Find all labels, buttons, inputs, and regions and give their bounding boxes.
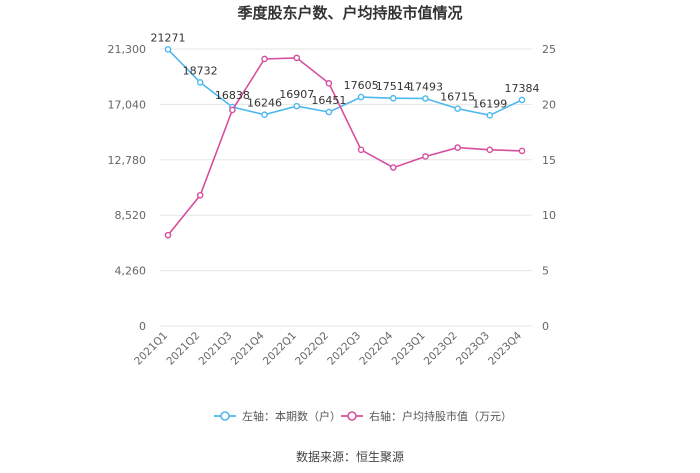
x-axis-tick-label: 2021Q2 [164, 330, 202, 368]
x-axis-tick-label: 2021Q3 [197, 330, 235, 368]
series-2-point[interactable] [486, 146, 494, 154]
data-label: 16246 [247, 97, 282, 110]
left-axis-tick-label: 21,300 [108, 43, 147, 56]
data-label: 16907 [279, 88, 314, 101]
series-1-point[interactable] [518, 96, 526, 104]
x-axis-tick-label: 2022Q3 [325, 330, 363, 368]
x-axis-tick-label: 2022Q2 [293, 330, 331, 368]
left-axis-tick-label: 4,260 [115, 265, 147, 278]
legend-label-2[interactable]: 右轴：户均持股市值（万元） [369, 409, 512, 423]
legend-swatch-marker-1[interactable] [220, 411, 230, 421]
series-1-point[interactable] [357, 93, 365, 101]
series-2-point[interactable] [261, 55, 268, 63]
left-axis-tick-label: 17,040 [108, 98, 147, 111]
data-label: 18732 [183, 64, 218, 77]
data-label: 17493 [408, 81, 443, 94]
right-axis-tick-label: 5 [542, 265, 549, 278]
chart-title: 季度股东户数、户均持股市值情况 [237, 4, 462, 22]
axes: 0 0 4,260 5 8,520 10 12,780 15 17,040 20 21,300 25 2… [108, 43, 557, 368]
series-2-point[interactable] [229, 106, 236, 114]
source-note: 数据来源：恒生聚源 [296, 449, 404, 464]
x-axis-tick-label: 2023Q1 [390, 330, 428, 368]
x-axis-tick-label: 2022Q4 [357, 329, 395, 367]
series-1-point[interactable] [422, 95, 429, 102]
right-axis-tick-label: 15 [542, 154, 556, 167]
left-axis-tick-label: 12,780 [108, 154, 147, 167]
series-1-point[interactable] [261, 111, 268, 119]
legend-label-1[interactable]: 左轴：本期数（户） [242, 409, 341, 423]
series-1-point[interactable] [389, 94, 397, 102]
left-axis-tick-label: 8,520 [115, 209, 147, 222]
series-2-point[interactable] [518, 147, 526, 155]
x-axis-tick-label: 2021Q1 [132, 330, 170, 368]
x-axis-tick-label: 2023Q4 [486, 329, 524, 367]
x-axis-tick-label: 2021Q4 [229, 329, 267, 367]
series-1-point[interactable] [293, 102, 301, 110]
data-label: 21271 [151, 31, 186, 44]
right-axis-tick-label: 0 [542, 320, 549, 333]
series-1-point[interactable] [454, 105, 461, 112]
series-2-point[interactable] [389, 164, 397, 171]
series-line-2 [167, 57, 523, 236]
data-label: 16838 [215, 89, 250, 102]
legend-swatch-marker-2[interactable] [347, 411, 357, 421]
series-2-point[interactable] [196, 191, 204, 199]
series-layer [164, 46, 526, 239]
series-2-point[interactable] [325, 80, 333, 87]
series-2-point[interactable] [357, 146, 365, 154]
right-axis-tick-label: 25 [542, 43, 556, 56]
x-axis-tick-label: 2023Q3 [454, 330, 492, 368]
data-label: 16199 [472, 97, 507, 110]
series-1-point[interactable] [325, 108, 333, 116]
series-1-point[interactable] [486, 112, 494, 119]
right-axis-tick-label: 20 [542, 98, 556, 111]
data-label: 17605 [344, 79, 379, 92]
x-axis-tick-label: 2023Q2 [422, 330, 460, 368]
data-label: 16451 [311, 94, 346, 107]
series-2-point[interactable] [293, 54, 301, 62]
series-line-1 [167, 48, 523, 117]
left-axis-tick-label: 0 [139, 320, 146, 333]
series-2-point[interactable] [454, 144, 461, 151]
series-1-point[interactable] [164, 46, 172, 53]
data-label: 16715 [440, 91, 475, 104]
data-label: 17514 [376, 80, 411, 93]
series-1-point[interactable] [196, 79, 204, 86]
legend[interactable]: 左轴：本期数（户） 右轴：户均持股市值（万元） [214, 409, 512, 423]
series-2-point[interactable] [164, 231, 172, 239]
x-axis-tick-label: 2022Q1 [261, 330, 299, 368]
data-label: 17384 [505, 82, 540, 95]
right-axis-tick-label: 10 [542, 209, 556, 222]
series-2-point[interactable] [422, 153, 429, 160]
